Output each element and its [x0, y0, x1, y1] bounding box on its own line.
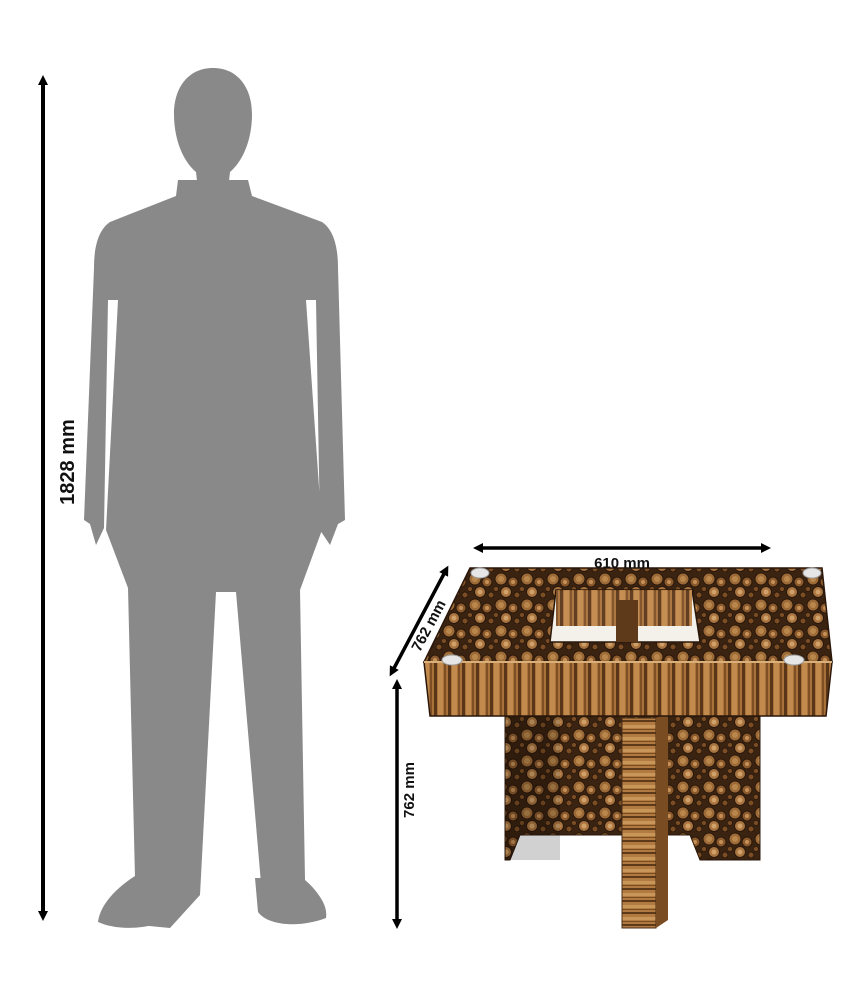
table-depth-arrow [389, 565, 449, 677]
table-width-dimension: 610 mm [473, 543, 771, 572]
person-height-dimension: 1828 mm [38, 75, 79, 921]
table-width-label: 610 mm [594, 555, 650, 572]
person-height-label: 1828 mm [57, 419, 79, 505]
table-height-dimension: 762 mm [392, 679, 418, 929]
person-silhouette-icon [84, 68, 345, 928]
table-height-label: 762 mm [401, 762, 418, 818]
wooden-table-icon [422, 567, 833, 929]
